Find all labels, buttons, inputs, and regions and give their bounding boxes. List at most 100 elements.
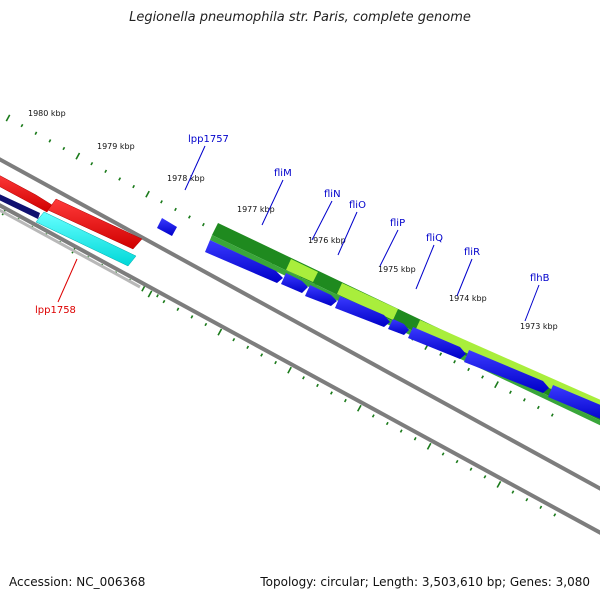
label-fliM: fliM xyxy=(274,168,292,179)
minor-tick xyxy=(550,413,554,417)
operon-band-light-2 xyxy=(337,283,398,320)
gene-fliQ xyxy=(388,319,409,335)
kbp-label-1980: 1980 kbp xyxy=(28,109,66,118)
minor-tick xyxy=(174,207,177,212)
leader-fliP xyxy=(379,229,399,267)
minor-tick xyxy=(525,498,529,502)
minor-tick xyxy=(62,146,66,151)
leader-fliR xyxy=(456,258,473,297)
gene-fliO xyxy=(305,285,337,306)
gene-fliR xyxy=(408,327,466,359)
label-fliQ: fliQ xyxy=(426,233,443,244)
label-flhB: flhB xyxy=(530,273,550,284)
gene-labels: lpp1757 fliM fliN fliO fliP fliQ fliR fl… xyxy=(35,134,550,316)
label-fliP: fliP xyxy=(390,218,405,229)
gene-navy xyxy=(0,194,40,219)
kbp-labels: 1980 kbp 1979 kbp 1978 kbp 1977 kbp 1976… xyxy=(28,109,558,331)
minor-tick xyxy=(455,459,459,464)
minor-tick xyxy=(453,360,457,364)
gene-fliN xyxy=(281,273,308,293)
kbp-label-1978: 1978 kbp xyxy=(167,174,205,183)
minor-tick xyxy=(467,367,471,372)
major-tick xyxy=(356,404,362,412)
leader-lpp1757 xyxy=(184,145,206,191)
label-lpp1757: lpp1757 xyxy=(188,134,229,145)
minor-tick xyxy=(439,352,443,356)
minor-tick xyxy=(176,307,180,311)
kbp-label-1979: 1979 kbp xyxy=(97,142,135,151)
minor-tick xyxy=(48,139,52,143)
kbp-label-1975: 1975 kbp xyxy=(378,265,416,274)
genome-summary-text: Topology: circular; Length: 3,503,610 bp… xyxy=(260,575,590,589)
minor-tick xyxy=(413,437,417,441)
minor-tick xyxy=(104,169,108,173)
gene-red-2 xyxy=(47,198,143,250)
label-fliO: fliO xyxy=(349,200,366,211)
minor-tick xyxy=(302,376,305,380)
major-tick xyxy=(75,152,81,160)
lower-scale-ticks xyxy=(147,290,557,517)
gene-red-1 xyxy=(0,175,53,213)
major-tick xyxy=(217,328,223,336)
label-fliR: fliR xyxy=(464,247,480,258)
kbp-label-1977: 1977 kbp xyxy=(237,205,275,214)
minor-tick xyxy=(118,177,122,181)
minor-tick xyxy=(162,299,166,304)
label-lpp1758: lpp1758 xyxy=(35,305,76,316)
minor-tick xyxy=(385,421,389,426)
minor-tick xyxy=(316,383,319,388)
minor-tick xyxy=(481,375,484,379)
minor-tick xyxy=(483,475,487,479)
minor-tick xyxy=(260,353,264,357)
kbp-label-1974: 1974 kbp xyxy=(449,294,487,303)
gene-flhB xyxy=(464,350,549,393)
minor-tick xyxy=(274,360,278,365)
minor-tick xyxy=(201,222,205,227)
gene-lpp1757 xyxy=(157,218,177,236)
minor-tick xyxy=(511,490,515,494)
kbp-label-1973: 1973 kbp xyxy=(520,322,558,331)
map-title: Legionella pneumophila str. Paris, compl… xyxy=(129,10,471,25)
minor-tick xyxy=(188,215,191,219)
leader-lpp1758 xyxy=(57,258,78,303)
minor-tick xyxy=(190,315,194,319)
label-fliN: fliN xyxy=(324,189,341,200)
gene-fliP xyxy=(335,296,390,327)
major-tick xyxy=(426,442,432,450)
minor-tick xyxy=(20,123,24,128)
gene-lpp1758 xyxy=(35,211,137,267)
major-tick xyxy=(494,381,499,389)
accession-text: Accession: NC_006368 xyxy=(9,575,146,589)
minor-tick xyxy=(160,200,163,204)
major-tick xyxy=(496,481,502,488)
leader-fliQ xyxy=(415,244,435,290)
kbp-label-1976: 1976 kbp xyxy=(308,236,346,245)
major-tick xyxy=(5,114,11,122)
leader-fliN xyxy=(311,200,333,241)
minor-tick xyxy=(343,398,347,403)
minor-tick xyxy=(469,467,473,471)
gene-fliM xyxy=(205,240,283,283)
major-tick xyxy=(145,190,150,198)
backbone-inner xyxy=(0,208,141,289)
minor-tick xyxy=(509,390,512,394)
operon-band-light-1 xyxy=(286,259,318,282)
minor-tick xyxy=(330,391,333,395)
gene-label-leaders xyxy=(57,145,540,322)
minor-tick xyxy=(204,322,208,327)
minor-tick xyxy=(156,294,159,298)
leader-fliO xyxy=(337,211,358,256)
minor-tick xyxy=(522,398,526,402)
minor-tick xyxy=(132,184,136,189)
minor-tick xyxy=(441,452,445,456)
minor-tick xyxy=(399,429,403,433)
minor-tick xyxy=(246,345,250,349)
gene-next xyxy=(548,385,600,419)
minor-tick xyxy=(34,131,38,135)
minor-tick xyxy=(232,338,236,342)
minor-tick xyxy=(371,414,375,418)
leader-flhB xyxy=(524,284,540,322)
minor-tick xyxy=(553,513,557,517)
